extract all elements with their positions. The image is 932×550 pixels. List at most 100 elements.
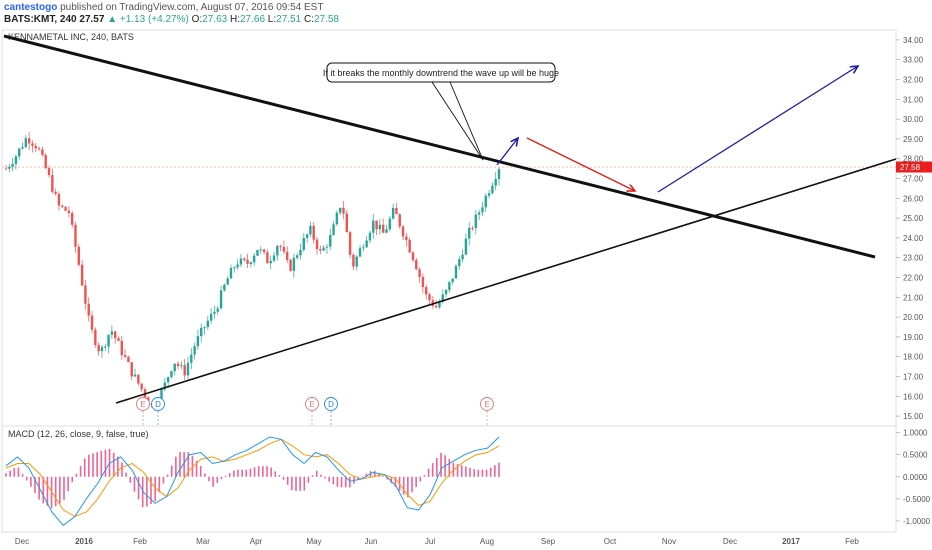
candle-body — [123, 355, 127, 357]
candle-body — [329, 234, 332, 247]
event-marker[interactable] — [151, 397, 165, 411]
uptrend-line[interactable] — [115, 158, 897, 404]
price-tick-label: 26.00 — [903, 194, 924, 203]
candle-body — [110, 331, 114, 335]
candle-body — [362, 247, 365, 249]
candle-body — [474, 214, 478, 229]
candle-body — [471, 227, 474, 229]
price-tick-label: 16.00 — [903, 392, 924, 401]
macd-pane — [1, 425, 897, 533]
price-tick-label: 34.00 — [903, 36, 924, 45]
candle-body — [18, 148, 21, 157]
candle-body — [289, 259, 292, 271]
candle-body — [481, 207, 484, 213]
candle-body — [200, 327, 203, 337]
candle-body — [441, 294, 444, 303]
candle-body — [487, 193, 491, 196]
event-marker-label: E — [309, 400, 314, 409]
candle-body — [94, 329, 97, 346]
candle-body — [477, 212, 481, 215]
time-tick-label: Dec — [723, 537, 737, 546]
event-marker[interactable] — [480, 397, 494, 411]
candle-body — [37, 148, 41, 150]
ohlc-values: O:27.63 H:27.66 L:27.51 C:27.58 — [191, 14, 339, 25]
candle-body — [87, 303, 90, 316]
candle-body — [372, 220, 375, 233]
candle-body — [375, 220, 378, 230]
pullback-arrow[interactable] — [526, 137, 635, 191]
candle-body — [11, 164, 14, 167]
candle-body — [209, 313, 213, 321]
event-marker[interactable] — [324, 397, 338, 411]
candle-body — [269, 260, 272, 264]
candle-body — [276, 246, 279, 256]
candle-body — [113, 331, 117, 339]
annotation-callout[interactable] — [326, 62, 556, 83]
macd-line — [5, 436, 500, 527]
candle-body — [67, 210, 71, 213]
event-marker[interactable] — [305, 397, 319, 411]
price-tick-label: 23.00 — [903, 254, 924, 263]
candle-body — [438, 302, 441, 308]
macd-tick-label: 0.0000 — [903, 473, 928, 482]
candle-body — [484, 195, 487, 208]
time-tick-label: 2017 — [782, 537, 800, 546]
price-tick-label: 27.00 — [903, 175, 924, 184]
candle-body — [458, 259, 461, 266]
candle-body — [415, 260, 418, 270]
candle-body — [226, 278, 229, 285]
macd-tick-label: 1.0000 — [903, 429, 928, 438]
time-tick-label: Feb — [133, 537, 147, 546]
candle-body — [140, 383, 143, 390]
candle-body — [461, 254, 464, 260]
candle-body — [494, 179, 497, 186]
candle-body — [117, 338, 120, 341]
candle-body — [186, 362, 190, 376]
signal-line — [5, 438, 500, 518]
candle-body — [322, 247, 325, 251]
candle-body — [120, 340, 124, 356]
candle-body — [451, 278, 454, 282]
candle-body — [295, 255, 299, 258]
callout-pointer — [431, 81, 484, 161]
candle-body — [381, 224, 385, 233]
candle-body — [107, 334, 110, 347]
price-tick-label: 22.00 — [903, 274, 924, 283]
candle-body — [345, 213, 348, 233]
candle-body — [454, 265, 458, 279]
time-tick-label: Dec — [15, 537, 29, 546]
time-tick-label: Sep — [541, 537, 556, 546]
candle-body — [8, 166, 11, 169]
short-up-arrow[interactable] — [496, 138, 518, 166]
candle-body — [183, 365, 186, 376]
downtrend-line[interactable] — [3, 34, 876, 259]
candle-body — [448, 281, 451, 290]
candle-body — [223, 284, 226, 291]
author-link[interactable]: cantestogo — [4, 2, 58, 13]
macd-tick-label: 0.5000 — [903, 451, 928, 460]
candle-body — [365, 240, 368, 248]
event-marker[interactable] — [136, 397, 150, 411]
candle-body — [70, 212, 74, 225]
last-price-label: 27.58 — [900, 163, 921, 172]
price-tick-label: 17.00 — [903, 373, 924, 382]
macd-title: MACD (12, 26, close, 9, false, true) — [8, 429, 149, 439]
candle-body — [196, 336, 200, 347]
event-marker-label: D — [155, 400, 161, 409]
candle-body — [434, 305, 438, 308]
candle-body — [444, 289, 448, 295]
candle-body — [163, 382, 167, 390]
candle-body — [54, 191, 57, 194]
candle-body — [431, 300, 435, 306]
candle-body — [27, 138, 31, 144]
candle-body — [104, 346, 107, 348]
candle-body — [127, 356, 130, 363]
candle-body — [160, 389, 163, 403]
candle-body — [173, 363, 176, 372]
symbol-label[interactable]: BATS:KMT, 240 — [4, 14, 77, 25]
candle-body — [262, 249, 266, 253]
long-up-arrow[interactable] — [657, 66, 858, 193]
time-tick-label: Apr — [250, 537, 263, 546]
current-price: 27.57 — [79, 14, 105, 25]
